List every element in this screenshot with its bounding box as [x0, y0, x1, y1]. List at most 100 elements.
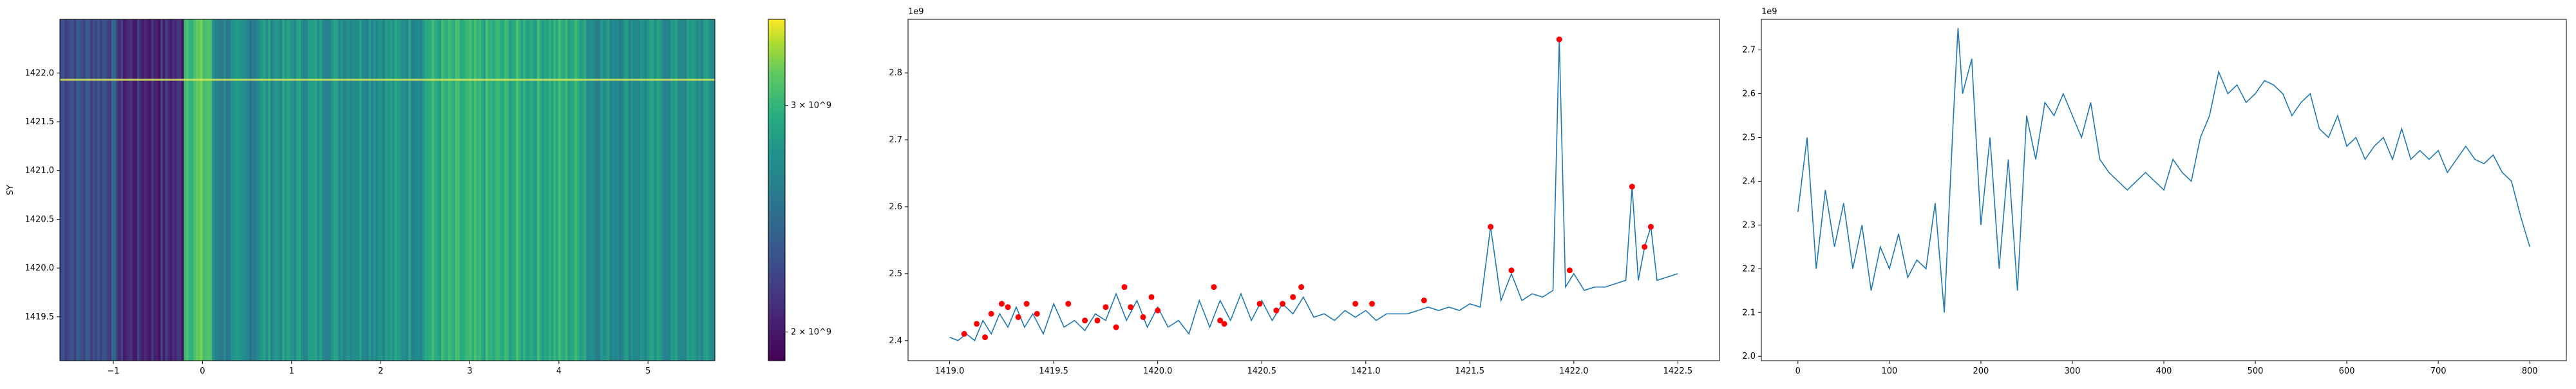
heatmap-column: [347, 19, 350, 361]
heatmap-column: [523, 19, 526, 361]
heatmap-column: [448, 19, 451, 361]
heatmap-column: [410, 19, 414, 361]
heatmap-column: [387, 19, 390, 361]
heatmap-column: [83, 19, 86, 361]
heatmap-column: [513, 19, 516, 361]
heatmap-column: [272, 19, 276, 361]
heatmap-x-tick-label: 2: [378, 366, 383, 376]
heatmap-column: [668, 19, 671, 361]
heatmap-column: [705, 19, 708, 361]
heatmap-column: [565, 19, 568, 361]
peak-marker: [1290, 294, 1296, 300]
heatmap-column: [324, 19, 327, 361]
peak-markers: [961, 36, 1654, 341]
heatmap-column: [506, 19, 509, 361]
heatmap-column: [471, 19, 475, 361]
heatmap-column: [321, 19, 325, 361]
heatmap-y-tick-label: 1420.5: [25, 214, 55, 224]
heatmap-column: [301, 19, 304, 361]
heatmap-column: [291, 19, 294, 361]
heatmap-column: [600, 19, 603, 361]
heatmap-column: [413, 19, 416, 361]
series-line-x-tick-label: 700: [2430, 366, 2447, 376]
heatmap-column: [446, 19, 449, 361]
series-line-x-tick-label: 600: [2339, 366, 2355, 376]
heatmap-column: [128, 19, 131, 361]
heatmap-column: [80, 19, 84, 361]
heatmap-column: [628, 19, 631, 361]
heatmap-column: [193, 19, 196, 361]
heatmap-column: [625, 19, 629, 361]
heatmap-column: [502, 19, 505, 361]
heatmap-column: [195, 19, 198, 361]
peak-marker: [1015, 314, 1021, 320]
heatmap-column: [466, 19, 470, 361]
heatmap-column: [476, 19, 479, 361]
heatmap-column: [317, 19, 320, 361]
heatmap-column: [408, 19, 412, 361]
heatmap-column: [202, 19, 205, 361]
heatmap-column: [675, 19, 678, 361]
heatmap-column: [696, 19, 699, 361]
heatmap-column: [104, 19, 108, 361]
heatmap-column: [647, 19, 650, 361]
series-line-x-tick-label: 400: [2156, 366, 2172, 376]
peaks-line-series: [949, 39, 1678, 342]
heatmap-column: [544, 19, 547, 361]
heatmap-column: [135, 19, 138, 361]
heatmap-column: [345, 19, 348, 361]
peaks-line-x-tick-label: 1422.5: [1663, 366, 1693, 376]
heatmap-column: [92, 19, 96, 361]
series-line-x-tick-label: 300: [2065, 366, 2081, 376]
heatmap-y-tick-label: 1420.0: [25, 263, 55, 273]
heatmap-column: [495, 19, 498, 361]
heatmap-column: [401, 19, 404, 361]
heatmap-column: [109, 19, 112, 361]
heatmap-column: [254, 19, 257, 361]
heatmap-column: [132, 19, 135, 361]
heatmap-column: [240, 19, 243, 361]
heatmap-column: [71, 19, 75, 361]
peak-marker: [1094, 318, 1101, 324]
heatmap-column: [268, 19, 271, 361]
series-line-y-tick-label: 2.5: [1742, 133, 1756, 142]
heatmap-y-label: SY: [6, 185, 15, 195]
heatmap-column: [359, 19, 363, 361]
heatmap-column: [605, 19, 608, 361]
heatmap-column: [331, 19, 334, 361]
series-line-x-tick-label: 800: [2522, 366, 2538, 376]
heatmap-column: [595, 19, 598, 361]
peak-marker: [1082, 318, 1088, 324]
heatmap-column: [375, 19, 379, 361]
heatmap-column: [516, 19, 519, 361]
heatmap-column: [120, 19, 124, 361]
heatmap-column: [207, 19, 211, 361]
peak-marker: [1140, 314, 1146, 320]
peak-marker: [1121, 284, 1128, 290]
peak-marker: [1280, 301, 1286, 307]
heatmap-column: [85, 19, 89, 361]
heatmap-column: [162, 19, 166, 361]
heatmap-column: [125, 19, 128, 361]
peaks-line-panel: 1419.0 1419.5 1420.0 1420.5 1421.0 1421.5 1422…: [889, 7, 1720, 376]
heatmap-column: [62, 19, 65, 361]
heatmap-column: [630, 19, 634, 361]
peaks-line-y-tick-label: 2.5: [889, 269, 902, 279]
peak-marker: [1556, 36, 1562, 43]
heatmap-x-tick-label: 3: [467, 366, 472, 376]
heatmap-column: [684, 19, 688, 361]
heatmap-column: [574, 19, 578, 361]
heatmap-column: [167, 19, 171, 361]
heatmap-column: [151, 19, 154, 361]
peaks-line-x-tick-label: 1422.0: [1559, 366, 1589, 376]
heatmap-column: [645, 19, 648, 361]
heatmap-column: [384, 19, 388, 361]
heatmap-column: [64, 19, 68, 361]
heatmap-column: [261, 19, 264, 361]
heatmap-column: [352, 19, 355, 361]
heatmap-column: [581, 19, 585, 361]
heatmap-column: [263, 19, 267, 361]
heatmap-column: [158, 19, 161, 361]
heatmap-column: [609, 19, 612, 361]
heatmap-column: [490, 19, 493, 361]
